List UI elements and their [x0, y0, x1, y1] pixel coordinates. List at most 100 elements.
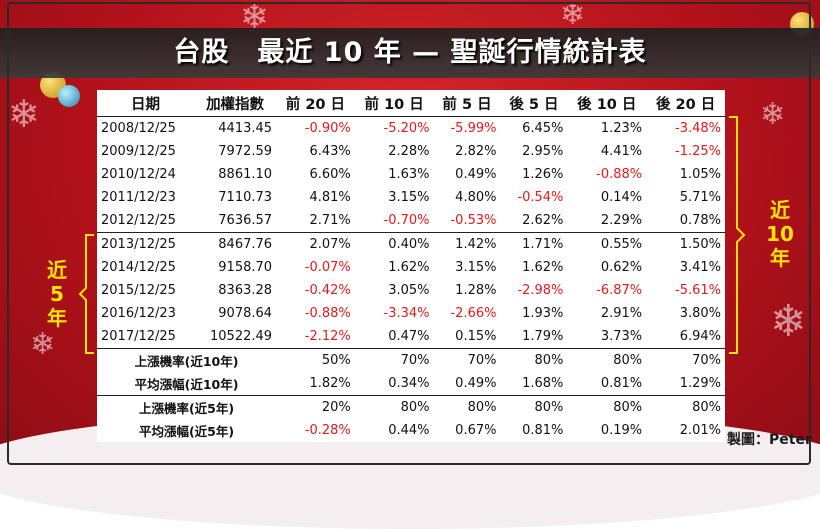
index-cell: 7110.73: [218, 190, 273, 205]
return-cell: -1.25%: [675, 144, 721, 159]
return-cell: 0.14%: [600, 190, 643, 205]
table-header-row: 日期 加權指數 前 20 日 前 10 日 前 5 日 後 5 日 後 10 日…: [97, 90, 725, 117]
snowflake-icon: ❄: [560, 0, 586, 32]
return-cell: 6.94%: [679, 329, 721, 344]
summary-cell: 80%: [433, 395, 501, 419]
summary-cell: 70%: [646, 348, 725, 372]
return-cell: 2.28%: [388, 144, 430, 159]
return-cell: 2.82%: [455, 144, 497, 159]
summary-label: 平均漲幅(近10年): [134, 377, 239, 392]
date-cell: 2009/12/25: [101, 144, 176, 159]
return-cell: 4.81%: [309, 190, 351, 205]
column-header: 後 20 日: [646, 90, 725, 117]
index-cell: 9158.70: [218, 260, 273, 275]
return-cell: 1.05%: [679, 167, 721, 182]
date-cell: 2015/12/25: [101, 283, 176, 298]
snowflake-icon: ❄: [760, 97, 786, 132]
right-bracket: [729, 116, 746, 354]
table-row: 2017/12/25 10522.49 -2.12% 0.47% 0.15% 1.79% 3…: [97, 325, 725, 349]
return-cell: 2.29%: [600, 213, 643, 228]
return-cell: -2.98%: [517, 283, 564, 298]
index-cell: 10522.49: [210, 329, 273, 344]
column-header: 後 5 日: [500, 90, 568, 117]
summary-row: 上漲機率(近10年) 50% 70% 70% 80% 80% 70%: [97, 348, 725, 372]
summary-cell: 0.67%: [455, 423, 497, 438]
column-header: 日期: [97, 90, 195, 117]
date-cell: 2010/12/24: [101, 167, 176, 182]
column-header: 前 20 日: [276, 90, 355, 117]
snowflake-icon: ❄: [30, 327, 56, 362]
summary-cell: 20%: [276, 395, 355, 419]
date-cell: 2016/12/23: [101, 306, 176, 321]
return-cell: -5.99%: [450, 121, 497, 136]
return-cell: -0.88%: [596, 167, 643, 182]
return-cell: 2.91%: [600, 306, 643, 321]
index-cell: 8363.28: [218, 283, 273, 298]
column-header: 加權指數: [194, 90, 277, 117]
return-cell: 4.41%: [600, 144, 643, 159]
return-cell: 6.60%: [309, 167, 351, 182]
page-title: 台股 最近 10 年 — 聖誕行情統計表: [173, 37, 647, 68]
return-cell: 3.41%: [679, 260, 721, 275]
return-cell: 2.07%: [276, 232, 355, 256]
summary-label: 上漲機率(近10年): [97, 348, 277, 372]
summary-cell: 1.68%: [522, 376, 564, 391]
return-cell: -0.88%: [304, 306, 351, 321]
table-row: 2008/12/25 4413.45 -0.90% -5.20% -5.99% 6.45%…: [97, 117, 725, 141]
table-row: 2014/12/25 9158.70 -0.07% 1.62% 3.15% 1.62% 0.…: [97, 256, 725, 279]
summary-row: 上漲機率(近5年) 20% 80% 80% 80% 80% 80%: [97, 395, 725, 419]
table-row: 2012/12/25 7636.57 2.71% -0.70% -0.53% 2.62% 2…: [97, 209, 725, 233]
table-row: 2010/12/24 8861.10 6.60% 1.63% 0.49% 1.26% -0.…: [97, 163, 725, 186]
return-cell: 3.15%: [455, 260, 497, 275]
summary-cell: -0.28%: [304, 423, 351, 438]
summary-row: 平均漲幅(近10年) 1.82% 0.34% 0.49% 1.68% 0.81% 1.29%: [97, 372, 725, 396]
return-cell: 3.15%: [388, 190, 430, 205]
near-10-years-label: 近 10 年: [766, 198, 794, 270]
summary-label: 平均漲幅(近5年): [138, 424, 235, 439]
left-bracket: [78, 234, 94, 354]
return-cell: 1.23%: [600, 121, 643, 136]
return-cell: 3.05%: [388, 283, 430, 298]
summary-cell: 70%: [433, 348, 501, 372]
summary-cell: 0.19%: [600, 423, 643, 438]
summary-cell: 0.34%: [388, 376, 430, 391]
summary-label: 上漲機率(近5年): [97, 395, 277, 419]
return-cell: 1.26%: [522, 167, 564, 182]
return-cell: 1.63%: [388, 167, 430, 182]
snowflake-icon: ❄: [8, 92, 40, 136]
return-cell: 1.28%: [455, 283, 497, 298]
return-cell: 1.62%: [522, 260, 564, 275]
summary-cell: 80%: [354, 395, 434, 419]
return-cell: 1.93%: [522, 306, 564, 321]
summary-cell: 70%: [354, 348, 434, 372]
return-cell: 0.78%: [679, 213, 721, 228]
index-cell: 4413.45: [218, 121, 273, 136]
summary-cell: 0.81%: [522, 423, 564, 438]
christmas-stats-table: 日期 加權指數 前 20 日 前 10 日 前 5 日 後 5 日 後 10 日…: [97, 90, 725, 442]
index-cell: 9078.64: [218, 306, 273, 321]
date-cell: 2011/12/23: [101, 190, 176, 205]
return-cell: -0.07%: [304, 260, 351, 275]
return-cell: 1.50%: [646, 232, 725, 256]
return-cell: 0.15%: [455, 329, 497, 344]
return-cell: -5.20%: [383, 121, 430, 136]
summary-cell: 50%: [276, 348, 355, 372]
return-cell: 6.43%: [309, 144, 351, 159]
image-frame: [7, 2, 811, 465]
return-cell: 2.95%: [522, 144, 564, 159]
date-cell: 2013/12/25: [97, 232, 195, 256]
summary-cell: 1.29%: [679, 376, 721, 391]
return-cell: -0.90%: [304, 121, 351, 136]
return-cell: -5.61%: [675, 283, 721, 298]
summary-cell: 80%: [500, 395, 568, 419]
date-cell: 2017/12/25: [101, 329, 176, 344]
ornament-icon: [58, 85, 80, 107]
return-cell: -0.70%: [383, 213, 430, 228]
return-cell: 2.62%: [522, 213, 564, 228]
column-header: 後 10 日: [567, 90, 647, 117]
snowflake-icon: ❄: [770, 296, 807, 347]
return-cell: -3.48%: [675, 121, 721, 136]
summary-cell: 0.49%: [455, 376, 497, 391]
summary-cell: 80%: [567, 395, 647, 419]
near-5-years-label: 近 5 年: [47, 258, 67, 330]
